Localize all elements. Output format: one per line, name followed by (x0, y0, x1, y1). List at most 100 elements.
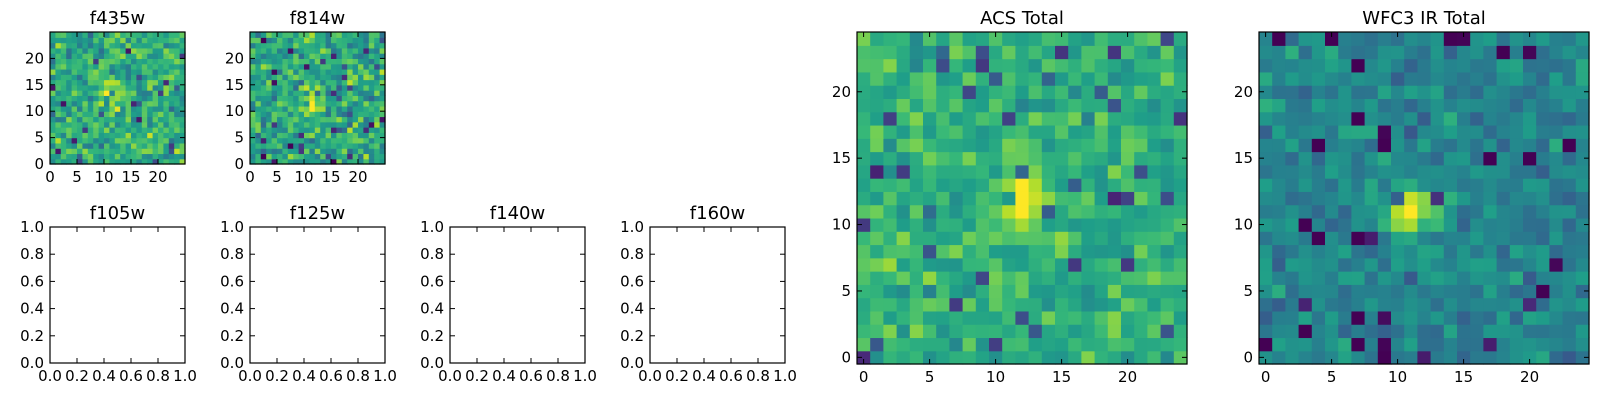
heatmap-cell (1002, 111, 1016, 126)
heatmap-cell (1160, 124, 1175, 139)
heatmap-cell (168, 90, 175, 96)
heatmap-cell (1457, 257, 1471, 272)
heatmap-cell (1121, 58, 1135, 73)
heatmap-cell (1055, 337, 1069, 352)
heatmap-cell (174, 137, 181, 144)
heatmap-cell (1015, 85, 1030, 99)
heatmap-cell (298, 79, 305, 86)
heatmap-cell (336, 158, 343, 165)
heatmap-cell (352, 121, 359, 128)
heatmap-cell (98, 95, 105, 102)
heatmap-cell (363, 100, 370, 107)
heatmap-cell (1259, 58, 1273, 73)
heatmap-cell (923, 58, 937, 73)
heatmap-cell (1496, 58, 1511, 73)
heatmap-cell (163, 90, 170, 96)
heatmap-cell (71, 100, 78, 107)
heatmap-cell (77, 100, 83, 107)
heatmap-cell (298, 142, 305, 149)
heatmap-cell (1015, 98, 1030, 113)
heatmap-cell (1496, 98, 1511, 113)
heatmap-cell (1147, 257, 1162, 272)
heatmap-cell (1443, 124, 1458, 139)
heatmap-cell (1443, 324, 1458, 339)
y-tick-label: 0.0 (220, 354, 244, 372)
heatmap-cell (298, 37, 305, 44)
heatmap-cell (1107, 271, 1122, 285)
heatmap-cell (1417, 257, 1432, 272)
heatmap-cell (363, 105, 370, 112)
heatmap-cell (1107, 231, 1122, 246)
heatmap-cell (1351, 324, 1366, 339)
heatmap-cell (114, 74, 121, 81)
heatmap-cell (1523, 138, 1537, 153)
heatmap-cell (77, 132, 83, 139)
x-tick-label: 20 (1520, 368, 1539, 386)
heatmap-cell (141, 142, 148, 149)
heatmap-cell (1272, 271, 1286, 285)
heatmap-cell (314, 148, 321, 155)
heatmap-cell (352, 47, 359, 54)
heatmap-cell (320, 79, 327, 86)
heatmap-cell (341, 42, 348, 49)
heatmap-cell (358, 37, 364, 44)
heatmap-cell (304, 148, 310, 155)
heatmap-cell (1351, 85, 1366, 99)
heatmap-cell (1338, 45, 1352, 60)
heatmap-cell (163, 84, 170, 91)
heatmap-cell (255, 53, 262, 59)
heatmap-cell (1536, 71, 1550, 86)
x-tick-label: 15 (1454, 368, 1473, 386)
heatmap-cell (304, 58, 310, 65)
heatmap-cell (883, 244, 898, 259)
heatmap-cell (1311, 271, 1326, 285)
heatmap-cell (347, 148, 354, 155)
heatmap-cell (1536, 204, 1550, 219)
heatmap-cell (293, 58, 300, 65)
heatmap-cell (331, 132, 337, 139)
heatmap-cell (314, 121, 321, 128)
heatmap-cell (255, 47, 262, 54)
heatmap-cell (141, 58, 148, 65)
heatmap-cell (50, 116, 56, 123)
heatmap-cell (1457, 231, 1471, 246)
heatmap-cell (304, 42, 310, 49)
axes-frame (49, 31, 186, 165)
heatmap-cell (260, 58, 267, 65)
heatmap-cell (347, 68, 354, 75)
heatmap-cell (1002, 257, 1016, 272)
heatmap-cell (358, 127, 364, 133)
heatmap-cell (77, 47, 83, 54)
heatmap-cell (250, 116, 256, 123)
heatmap-cell (975, 58, 990, 73)
x-tick-label: 20 (148, 168, 167, 186)
heatmap-cell (909, 45, 924, 60)
heatmap-cell (1430, 138, 1445, 153)
heatmap-cell (1364, 32, 1379, 46)
heatmap-cell (1121, 284, 1135, 299)
heatmap-cell (374, 127, 381, 133)
heatmap-cell (1562, 178, 1577, 192)
heatmap-cell (347, 153, 354, 160)
heatmap-cell (114, 63, 121, 70)
heatmap-cell (104, 148, 110, 155)
heatmap-cell (266, 137, 273, 144)
heatmap-cell (962, 337, 977, 352)
heatmap-cell (1134, 151, 1148, 166)
heatmap-cell (260, 53, 267, 59)
heatmap-cell (1298, 297, 1313, 312)
heatmap-cell (114, 42, 121, 49)
heatmap-cell (1028, 85, 1043, 99)
heatmap-cell (1351, 71, 1366, 86)
heatmap-cell (125, 79, 132, 86)
heatmap-cell (1430, 350, 1445, 365)
heatmap-cell (1160, 85, 1175, 99)
heatmap-cell (1404, 310, 1418, 325)
heatmap-cell (352, 90, 359, 96)
heatmap-cell (909, 337, 924, 352)
heatmap-cell (1417, 204, 1432, 219)
heatmap-cell (109, 142, 116, 149)
heatmap-cell (147, 100, 154, 107)
heatmap-cell (923, 138, 937, 153)
heatmap-cell (1496, 271, 1511, 285)
